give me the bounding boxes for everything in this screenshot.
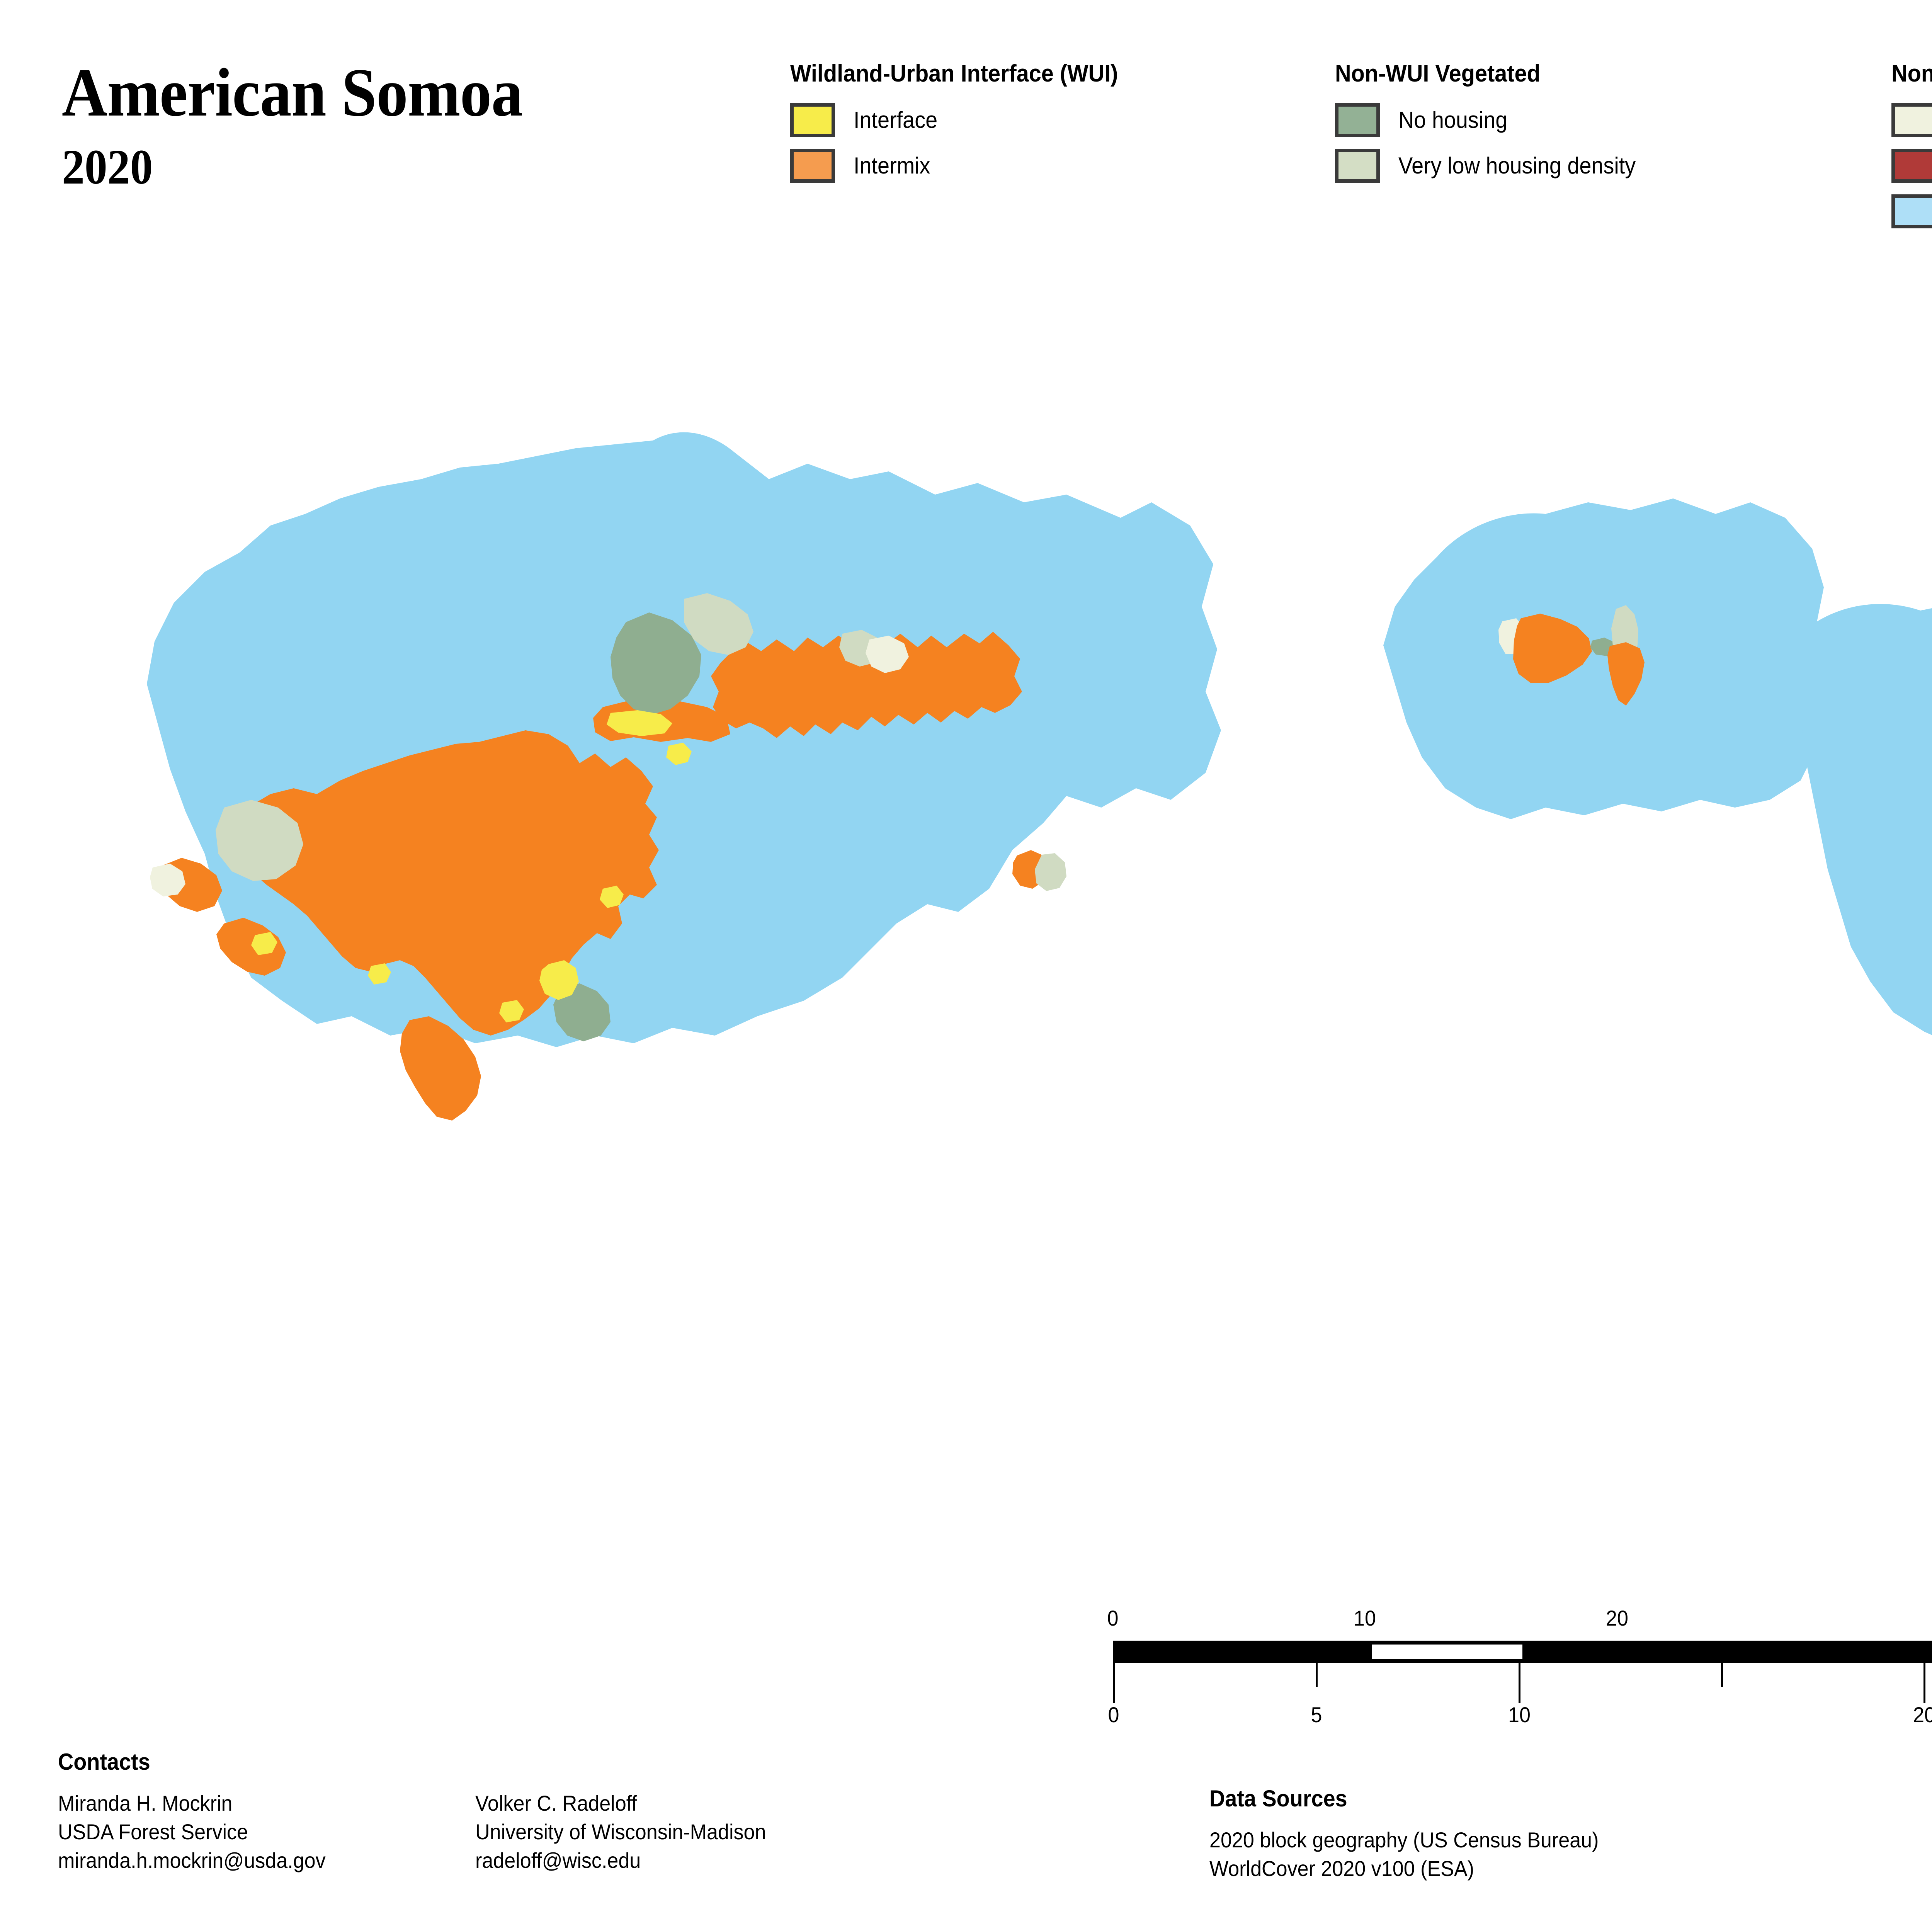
aunuu-island-very-low-housing — [1035, 853, 1066, 891]
scale-mi-label-0: 0 — [1108, 1702, 1119, 1727]
legend-heading-non-wui-vegetated: Non-WUI Vegetated — [1335, 60, 1541, 87]
contact-email-1[interactable]: miranda.h.mockrin@usda.gov — [58, 1848, 326, 1872]
scale-tick-mi-15 — [1721, 1663, 1723, 1687]
tutuila-interface-coastal-d — [368, 963, 391, 985]
scale-km-label-10: 10 — [1354, 1606, 1376, 1630]
legend-item-very-low-housing-density[interactable]: Very low housing density — [1335, 143, 1653, 189]
map-canvas[interactable] — [0, 232, 1932, 1584]
tutuila-interface-coastal-c — [499, 1000, 524, 1022]
scale-km-label-20: 20 — [1606, 1606, 1628, 1630]
legend-column-wui: Wildland-Urban Interface (WUI) Interface… — [790, 62, 1143, 189]
legend-swatch-low-and-very-low-housing-density — [1891, 103, 1932, 137]
contact-person-2: Volker C. Radeloff University of Wiscons… — [475, 1789, 893, 1875]
tutuila-very-low-housing-west — [216, 800, 303, 881]
tutuila-interface-isthmus — [607, 710, 672, 736]
legend-item-water[interactable]: Water — [1891, 189, 1932, 234]
tutuila-low-housing-nonveg-west — [150, 864, 185, 896]
legend-heading-non-vegetated-or-agriculture: Non-Vegetated or Agriculture — [1891, 60, 1932, 87]
tutuila-sw-tail-intermix — [216, 918, 286, 976]
legend-swatch-intermix — [790, 149, 835, 183]
contact-affiliation-2: University of Wisconsin-Madison — [475, 1819, 766, 1844]
title-block: American Somoa 2020 — [62, 58, 563, 192]
olosega-intermix — [1607, 642, 1645, 706]
legend-swatch-medium-and-high-housing-density — [1891, 149, 1932, 183]
data-sources-block: Data Sources 2020 block geography (US Ce… — [1209, 1787, 1628, 1883]
tutuila-low-housing-nonveg-east — [866, 636, 909, 673]
scale-mi-label-20: 20 — [1913, 1702, 1932, 1727]
tutuila-no-housing-southeast — [553, 983, 611, 1041]
tutuila-no-housing-north — [611, 612, 701, 715]
scale-tick-mi-10 — [1519, 1663, 1520, 1703]
map-graphic[interactable] — [0, 232, 1932, 1584]
legend-column-non-vegetated-or-agriculture: Non-Vegetated or Agriculture Low and ver… — [1891, 62, 1932, 234]
legend-swatch-very-low-housing-density — [1335, 149, 1380, 183]
scale-tick-mi-5 — [1316, 1663, 1318, 1687]
tutuila-interface-coastal-a — [666, 743, 692, 765]
scale-bar-graphic — [1113, 1641, 1932, 1663]
tutuila-interface-coastal-b — [600, 886, 624, 908]
contact-email-2[interactable]: radeloff@wisc.edu — [475, 1848, 641, 1872]
legend-column-non-wui-vegetated: Non-WUI Vegetated No housing Very low ho… — [1335, 62, 1653, 189]
scale-tick-mi-20 — [1923, 1663, 1925, 1703]
tutuila-main-body-intermix — [230, 730, 659, 1036]
tutuila-east-arm-intermix — [711, 632, 1022, 738]
scale-tick-mi-0 — [1113, 1663, 1115, 1703]
legend-swatch-no-housing — [1335, 103, 1380, 137]
scale-bar-white-segment — [1372, 1645, 1522, 1659]
contacts-block: Contacts Miranda H. Mockrin USDA Forest … — [58, 1750, 893, 1875]
data-source-item-2: WorldCover 2020 v100 (ESA) — [1209, 1856, 1475, 1881]
scale-km-label-0: 0 — [1107, 1606, 1119, 1630]
legend-heading-wui: Wildland-Urban Interface (WUI) — [790, 60, 1118, 87]
legend-label-intermix: Intermix — [854, 153, 930, 179]
scale-mi-label-5: 5 — [1311, 1702, 1322, 1727]
legend-item-medium-and-high-housing-density[interactable]: Medium and high housing density — [1891, 143, 1932, 189]
legend-label-very-low-housing-density: Very low housing density — [1398, 153, 1636, 179]
legend-item-interface[interactable]: Interface — [790, 97, 1143, 143]
scale-bar-ticks — [1113, 1663, 1932, 1703]
tutuila-interface-pago-pago — [539, 960, 579, 1000]
contact-name-2: Volker C. Radeloff — [475, 1791, 637, 1815]
tutuila-very-low-housing-north — [684, 593, 753, 655]
ofu-intermix — [1513, 614, 1592, 683]
tutuila-landmass — [150, 593, 1066, 1121]
contact-affiliation-1: USDA Forest Service — [58, 1819, 248, 1844]
legend-item-low-and-very-low-housing-density[interactable]: Low and very low housing density — [1891, 97, 1932, 143]
scale-bar-km-labels: 0 10 20 40 km — [1107, 1606, 1932, 1634]
scale-mi-label-10: 10 — [1508, 1702, 1531, 1727]
tutuila-interface-coastal-e — [251, 932, 277, 955]
data-sources-list: 2020 block geography (US Census Bureau) … — [1209, 1826, 1628, 1883]
page-title: American Somoa — [62, 54, 523, 131]
legend-item-no-housing[interactable]: No housing — [1335, 97, 1653, 143]
water-polygon-tau — [1801, 604, 1932, 1035]
contacts-heading: Contacts — [58, 1749, 150, 1775]
legend-swatch-water — [1891, 194, 1932, 228]
tutuila-south-peninsula-intermix — [400, 1016, 481, 1121]
data-sources-heading: Data Sources — [1209, 1786, 1347, 1811]
olosega-very-low-housing — [1611, 605, 1638, 657]
legend-label-no-housing: No housing — [1398, 107, 1508, 133]
legend-label-interface: Interface — [854, 107, 938, 133]
ofu-olosega-landmass — [1498, 605, 1645, 706]
scale-bar-mile-labels: 0 5 10 20 — [1108, 1702, 1932, 1731]
legend-swatch-interface — [790, 103, 835, 137]
scale-bar: 0 10 20 40 km 0 5 10 20 — [1107, 1606, 1932, 1739]
contacts-grid: Miranda H. Mockrin USDA Forest Service m… — [58, 1789, 893, 1875]
page-year: 2020 — [62, 139, 153, 194]
water-polygon-tutuila — [147, 432, 1221, 1047]
legend-item-intermix[interactable]: Intermix — [790, 143, 1143, 189]
contact-name-1: Miranda H. Mockrin — [58, 1791, 233, 1815]
contact-person-1: Miranda H. Mockrin USDA Forest Service m… — [58, 1789, 475, 1875]
data-source-item-1: 2020 block geography (US Census Bureau) — [1209, 1828, 1599, 1852]
